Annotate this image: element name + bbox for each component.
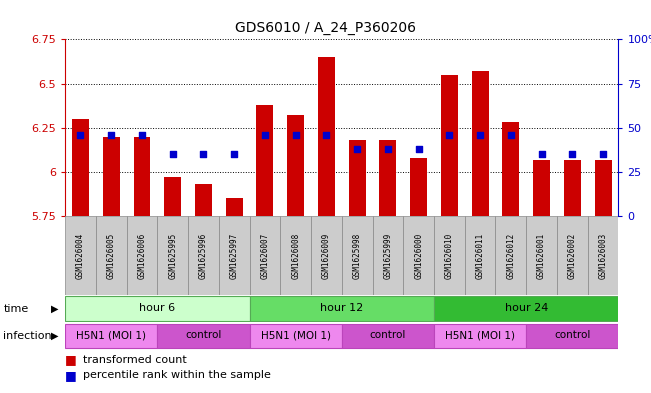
- Bar: [594, 160, 611, 216]
- Text: hour 6: hour 6: [139, 303, 175, 313]
- Bar: [287, 115, 304, 216]
- Text: GSM1626008: GSM1626008: [291, 232, 300, 279]
- Bar: [495, 216, 526, 295]
- Bar: [65, 296, 249, 321]
- Bar: [349, 140, 366, 216]
- Point: [506, 132, 516, 138]
- Point: [137, 132, 147, 138]
- Text: control: control: [370, 331, 406, 340]
- Point: [567, 151, 577, 158]
- Bar: [533, 160, 550, 216]
- Text: GSM1626004: GSM1626004: [76, 232, 85, 279]
- Text: GSM1626011: GSM1626011: [476, 232, 484, 279]
- Point: [167, 151, 178, 158]
- Text: GSM1625998: GSM1625998: [353, 232, 362, 279]
- Text: hour 12: hour 12: [320, 303, 363, 313]
- Text: transformed count: transformed count: [83, 354, 187, 365]
- Bar: [342, 216, 372, 295]
- Point: [76, 132, 86, 138]
- Text: ■: ■: [65, 353, 77, 366]
- Point: [106, 132, 117, 138]
- Bar: [65, 216, 96, 295]
- Bar: [72, 119, 89, 216]
- Bar: [318, 57, 335, 216]
- Text: GSM1625996: GSM1625996: [199, 232, 208, 279]
- Text: GSM1626002: GSM1626002: [568, 232, 577, 279]
- Bar: [188, 216, 219, 295]
- Text: GSM1625995: GSM1625995: [168, 232, 177, 279]
- Text: GSM1626005: GSM1626005: [107, 232, 116, 279]
- Point: [383, 146, 393, 152]
- Bar: [441, 75, 458, 216]
- Point: [352, 146, 363, 152]
- Bar: [158, 216, 188, 295]
- Bar: [434, 296, 618, 321]
- Bar: [65, 324, 158, 348]
- Text: GSM1626007: GSM1626007: [260, 232, 270, 279]
- Text: percentile rank within the sample: percentile rank within the sample: [83, 370, 271, 380]
- Bar: [410, 158, 427, 216]
- Bar: [256, 105, 273, 216]
- Text: GSM1626009: GSM1626009: [322, 232, 331, 279]
- Text: GSM1626012: GSM1626012: [506, 232, 516, 279]
- Bar: [126, 216, 158, 295]
- Bar: [249, 296, 434, 321]
- Point: [475, 132, 485, 138]
- Bar: [588, 216, 618, 295]
- Bar: [372, 216, 403, 295]
- Text: ■: ■: [65, 369, 77, 382]
- Bar: [564, 160, 581, 216]
- Bar: [403, 216, 434, 295]
- Bar: [472, 71, 488, 216]
- Bar: [557, 216, 588, 295]
- Bar: [465, 216, 495, 295]
- Text: H5N1 (MOI 1): H5N1 (MOI 1): [260, 331, 331, 340]
- Bar: [164, 177, 181, 216]
- Text: time: time: [3, 303, 29, 314]
- Point: [536, 151, 547, 158]
- Point: [198, 151, 208, 158]
- Bar: [526, 324, 618, 348]
- Bar: [503, 122, 519, 216]
- Point: [321, 132, 331, 138]
- Bar: [311, 216, 342, 295]
- Text: infection: infection: [3, 331, 52, 341]
- Text: GSM1626006: GSM1626006: [137, 232, 146, 279]
- Bar: [526, 216, 557, 295]
- Text: GSM1625997: GSM1625997: [230, 232, 239, 279]
- Bar: [103, 136, 120, 216]
- Bar: [158, 324, 249, 348]
- Point: [444, 132, 454, 138]
- Bar: [281, 216, 311, 295]
- Point: [260, 132, 270, 138]
- Bar: [133, 136, 150, 216]
- Text: H5N1 (MOI 1): H5N1 (MOI 1): [445, 331, 515, 340]
- Text: H5N1 (MOI 1): H5N1 (MOI 1): [76, 331, 146, 340]
- Text: GSM1626001: GSM1626001: [537, 232, 546, 279]
- Text: control: control: [186, 331, 221, 340]
- Bar: [434, 324, 526, 348]
- Bar: [96, 216, 126, 295]
- Point: [598, 151, 608, 158]
- Text: GSM1626010: GSM1626010: [445, 232, 454, 279]
- Text: ▶: ▶: [51, 303, 59, 314]
- Text: GSM1625999: GSM1625999: [383, 232, 393, 279]
- Text: control: control: [554, 331, 590, 340]
- Bar: [249, 324, 342, 348]
- Text: ▶: ▶: [51, 331, 59, 341]
- Point: [290, 132, 301, 138]
- Text: GDS6010 / A_24_P360206: GDS6010 / A_24_P360206: [235, 21, 416, 35]
- Bar: [226, 198, 243, 216]
- Point: [229, 151, 240, 158]
- Bar: [342, 324, 434, 348]
- Text: GSM1626003: GSM1626003: [598, 232, 607, 279]
- Bar: [195, 184, 212, 216]
- Bar: [219, 216, 249, 295]
- Bar: [434, 216, 465, 295]
- Bar: [380, 140, 396, 216]
- Text: GSM1626000: GSM1626000: [414, 232, 423, 279]
- Point: [413, 146, 424, 152]
- Text: hour 24: hour 24: [505, 303, 548, 313]
- Bar: [249, 216, 281, 295]
